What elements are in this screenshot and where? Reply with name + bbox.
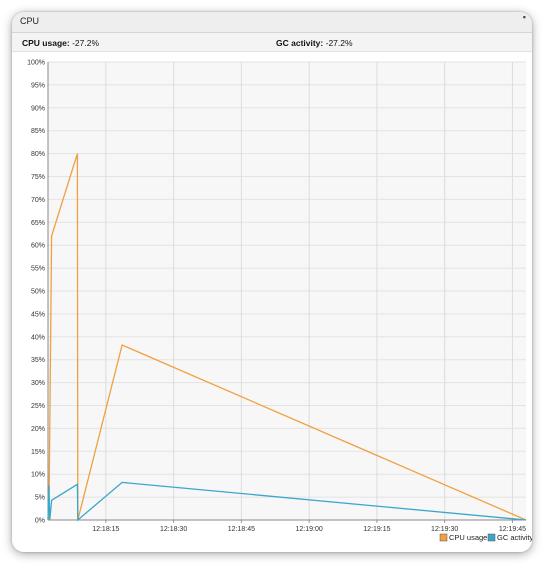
legend-swatch-gc-activity	[487, 533, 496, 542]
window-title: CPU	[20, 16, 40, 26]
y-tick-label: 85%	[31, 128, 45, 135]
corner-handle-icon[interactable]: ▪	[522, 12, 526, 22]
legend-label-gc-activity: GC activity	[497, 533, 532, 542]
x-tick-label: 12:19:30	[431, 526, 458, 533]
gc-activity-label: GC activity:	[276, 38, 324, 48]
y-tick-label: 45%	[31, 311, 45, 318]
y-tick-label: 5%	[35, 495, 45, 502]
y-tick-label: 35%	[31, 357, 45, 364]
y-tick-label: 50%	[31, 289, 45, 296]
y-tick-label: 100%	[27, 60, 45, 67]
y-tick-label: 60%	[31, 243, 45, 250]
y-tick-label: 20%	[31, 426, 45, 433]
y-tick-label: 65%	[31, 220, 45, 227]
legend-label-cpu-usage: CPU usage	[449, 533, 487, 542]
cpu-window: CPU ▪ CPU usage: -27.2% GC activity: -27…	[12, 12, 532, 552]
y-tick-label: 80%	[31, 151, 45, 158]
title-bar: CPU ▪	[12, 12, 532, 33]
x-tick-label: 12:18:30	[160, 526, 187, 533]
cpu-usage-value: -27.2%	[72, 38, 100, 48]
gc-activity-stat: GC activity: -27.2%	[276, 38, 353, 48]
y-tick-label: 10%	[31, 472, 45, 479]
y-tick-label: 0%	[35, 518, 45, 525]
y-tick-label: 40%	[31, 334, 45, 341]
y-tick-label: 30%	[31, 380, 45, 387]
cpu-chart: 0% 5% 10% 15% 20% 25% 30% 35% 40% 45% 50% 55% 60% 65%…	[12, 52, 532, 552]
x-tick-label: 12:19:45	[499, 526, 526, 533]
y-tick-label: 70%	[31, 197, 45, 204]
series-line-cpu-usage	[48, 153, 527, 521]
series-line-gc-activity	[47, 481, 527, 522]
cpu-usage-stat: CPU usage: -27.2%	[22, 38, 99, 48]
x-tick-label: 12:19:00	[296, 526, 323, 533]
y-tick-label: 55%	[31, 266, 45, 273]
y-tick-label: 25%	[31, 403, 45, 410]
x-tick-label: 12:18:15	[92, 526, 119, 533]
y-tick-label: 75%	[31, 174, 45, 181]
x-tick-label: 12:18:45	[228, 526, 255, 533]
y-tick-label: 15%	[31, 449, 45, 456]
legend-swatch-cpu-usage	[439, 533, 448, 542]
y-tick-label: 90%	[31, 105, 45, 112]
cpu-usage-label: CPU usage:	[22, 38, 70, 48]
y-tick-label: 95%	[31, 82, 45, 89]
gc-activity-value: -27.2%	[325, 38, 353, 48]
x-tick-label: 12:19:15	[363, 526, 390, 533]
stats-bar: CPU usage: -27.2% GC activity: -27.2%	[12, 33, 532, 52]
chart-svg: 0% 5% 10% 15% 20% 25% 30% 35% 40% 45% 50% 55% 60% 65%…	[27, 60, 532, 543]
